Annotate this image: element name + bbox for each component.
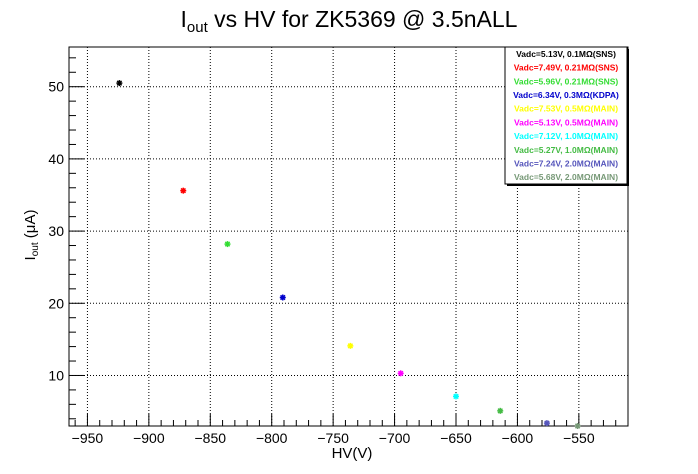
data-point	[279, 294, 286, 301]
data-point-stroke	[280, 294, 286, 301]
x-tick-label: −950	[72, 430, 104, 446]
legend-entry: Vadc=6.34V, 0.3MΩ(KDPA)	[513, 90, 619, 100]
data-point	[453, 393, 459, 400]
x-tick-label: −650	[440, 430, 472, 446]
axis-ticks	[69, 57, 629, 426]
y-tick-label: 50	[48, 79, 64, 95]
data-point-stroke	[497, 408, 503, 414]
legend-entry: Vadc=7.12V, 1.0MΩ(MAIN)	[514, 131, 618, 141]
y-tick-label: 40	[48, 151, 64, 167]
data-point-stroke	[453, 393, 459, 400]
y-axis-label: Iout (μA)	[22, 210, 41, 261]
chart-title-sub: out	[187, 19, 209, 36]
x-tick-label: −550	[563, 430, 595, 446]
x-tick-label: −700	[379, 430, 411, 446]
legend-entry: Vadc=5.13V, 0.1MΩ(SNS)	[516, 49, 616, 59]
data-point	[116, 80, 123, 87]
x-axis-label: HV(V)	[332, 445, 373, 462]
legend-entry: Vadc=5.96V, 0.21MΩ(SNS)	[514, 76, 619, 86]
x-tick-label: −900	[133, 430, 165, 446]
plot-frame	[68, 46, 629, 427]
y-axis-label-rest: (μA)	[22, 210, 39, 243]
data-point	[397, 370, 404, 377]
data-point-stroke	[180, 187, 186, 194]
data-point	[574, 423, 581, 429]
data-point-stroke	[224, 241, 231, 247]
data-point	[497, 407, 504, 414]
chart-title: Iout vs HV for ZK5369 @ 3.5nALL	[181, 6, 518, 36]
legend-shadow-side	[627, 49, 629, 186]
y-axis-label-sub: out	[30, 242, 41, 256]
legend-entry: Vadc=5.13V, 0.5MΩ(MAIN)	[514, 117, 618, 127]
legend-entry: Vadc=5.68V, 2.0MΩ(MAIN)	[514, 172, 618, 182]
data-point-stroke	[574, 423, 581, 429]
data-point-stroke	[347, 343, 354, 349]
legend: Vadc=5.13V, 0.1MΩ(SNS) Vadc=7.49V, 0.21MΩ…	[504, 46, 629, 186]
x-tick-label: −750	[317, 430, 349, 446]
chart-title-rest: vs HV for ZK5369 @ 3.5nALL	[208, 6, 518, 32]
y-tick-label: 30	[48, 223, 64, 239]
y-tick-labels: 10 20 30 40 50	[48, 79, 64, 384]
legend-entry: Vadc=7.49V, 0.21MΩ(SNS)	[514, 63, 619, 73]
legend-entry: Vadc=5.27V, 1.0MΩ(MAIN)	[514, 145, 618, 155]
data-point-stroke	[397, 370, 404, 377]
legend-entry: Vadc=7.53V, 0.5MΩ(MAIN)	[514, 104, 618, 114]
y-tick-label: 10	[48, 367, 64, 383]
data-points	[116, 80, 581, 429]
data-point-stroke	[116, 80, 123, 86]
data-point-stroke	[544, 420, 550, 426]
x-tick-labels: −950 −900 −850 −800 −750 −700 −650 −600 −550	[72, 430, 595, 446]
data-point	[224, 241, 231, 248]
y-tick-label: 20	[48, 295, 64, 311]
legend-shadow	[507, 184, 629, 186]
legend-entry: Vadc=7.24V, 2.0MΩ(MAIN)	[514, 158, 618, 168]
data-point	[347, 342, 354, 349]
chart-title-main: I	[181, 6, 187, 32]
x-tick-label: −600	[502, 430, 534, 446]
data-point	[543, 420, 550, 427]
y-axis-label-main: I	[22, 256, 39, 260]
data-point	[180, 187, 187, 194]
x-tick-label: −850	[195, 430, 227, 446]
legend-box	[504, 46, 628, 185]
x-tick-label: −800	[256, 430, 288, 446]
